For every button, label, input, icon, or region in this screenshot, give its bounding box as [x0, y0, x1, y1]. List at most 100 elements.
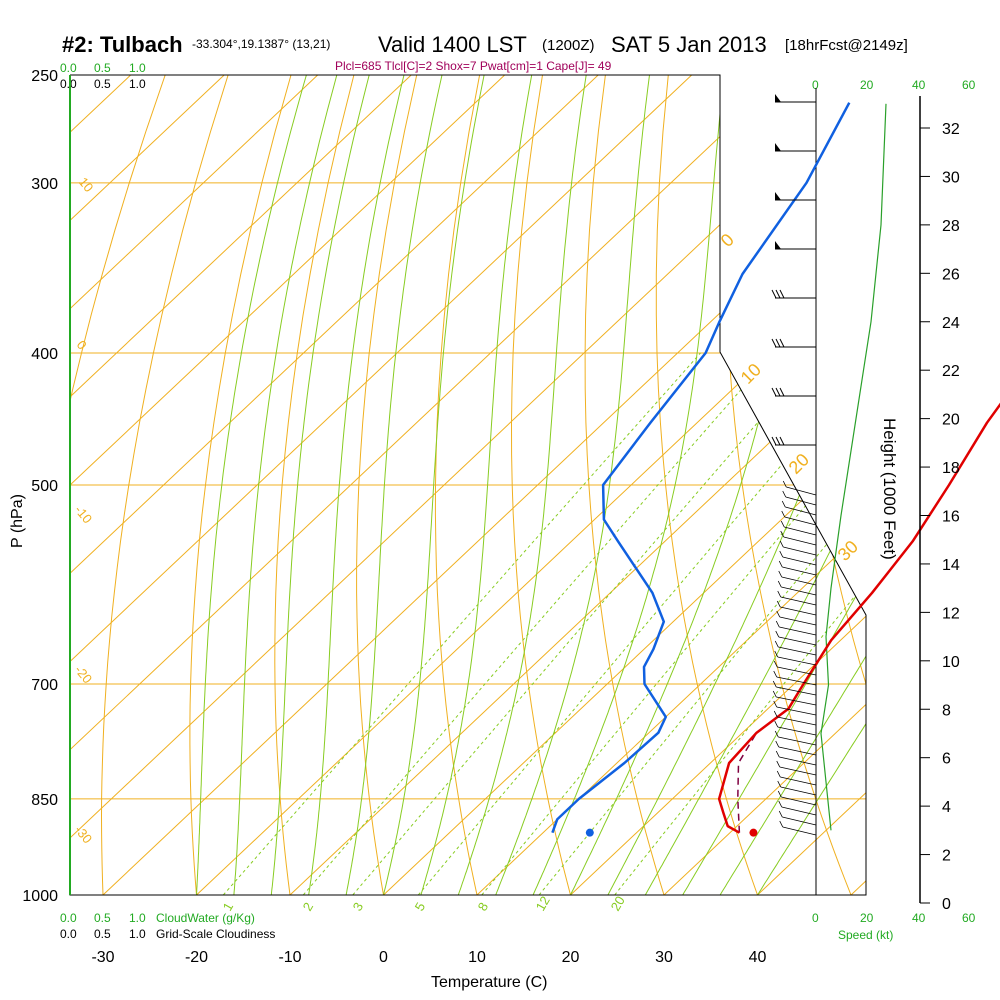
station-coords: -33.304°,19.1387° (13,21) [192, 37, 330, 51]
wind-barb-staff [781, 576, 817, 586]
temperature-tick-label: 10 [468, 949, 486, 966]
wind-barb-pennant [775, 192, 781, 200]
isotherm-line [850, 75, 866, 895]
wind-barb-flag [775, 338, 781, 348]
height-tick-label: 18 [942, 460, 960, 477]
isotherm-line [70, 75, 412, 895]
wind-barb-staff [784, 516, 817, 526]
wind-barb-staff [777, 716, 817, 726]
wind-barb-flag [776, 770, 781, 778]
isotherm-line [663, 75, 866, 895]
moist-adiabat-line [420, 75, 533, 895]
wind-barb-flag [779, 540, 784, 548]
moist-adiabat-line [270, 75, 370, 895]
wind-barb-flag [775, 740, 780, 748]
mixing-ratio-label: 2 [300, 900, 317, 914]
wind-barb-staff [781, 796, 817, 806]
wind-barb-flag [773, 660, 778, 668]
wind-barb-staff [778, 646, 817, 656]
isotherm-line [70, 75, 319, 895]
moist-adiabat-line [644, 75, 866, 895]
mixing-ratio-label: 12 [533, 893, 553, 913]
height-tick-label: 4 [942, 799, 951, 816]
moist-adiabat-line [383, 75, 485, 895]
cloud-tick: 1.0 [129, 911, 146, 925]
pressure-tick-label: 850 [31, 792, 58, 809]
wind-barb-staff [779, 766, 817, 776]
wind-barb-staff [778, 746, 817, 756]
cloud-tick: 0.0 [60, 927, 77, 941]
wind-barb-flag [775, 620, 780, 628]
wind-barbs [771, 94, 817, 836]
wind-barb-flag [778, 560, 783, 568]
cloud-scale-bottom: 0.0 0.5 1.0 CloudWater (g/Kg) 0.0 0.5 1.… [60, 911, 275, 941]
temperature-tick-label: 20 [562, 949, 580, 966]
wind-barb-staff [776, 686, 817, 696]
wind-barb-flag [778, 800, 783, 808]
wind-barb-flag [779, 289, 785, 299]
wind-barb-flag [782, 480, 787, 488]
wind-barb-flag [780, 530, 785, 538]
cloud-tick: 0.5 [94, 911, 111, 925]
pressure-tick-label: 500 [31, 478, 58, 495]
dry-adiabat-line [274, 75, 355, 895]
moist-adiabat-line [308, 75, 405, 895]
height-tick-label: 14 [942, 557, 960, 574]
mixing-ratio-line [417, 352, 866, 895]
wind-barb-flag [779, 820, 784, 828]
speed-scale: 0 20 40 60 0 20 40 60 Speed (kt) [812, 78, 976, 942]
wind-barb-flag [773, 710, 778, 718]
dry-adiabat-line [791, 75, 866, 895]
mixing-ratio-label: 5 [412, 900, 429, 914]
y-axis-title: P (hPa) [9, 494, 26, 548]
mixing-ratio-label: 3 [350, 900, 367, 914]
temperature-tick-label: -20 [185, 949, 208, 966]
moist-adiabat-line [719, 75, 866, 895]
dry-adiabat-label: -20 [72, 662, 96, 686]
wind-barb-flag [781, 500, 786, 508]
wind-barb-flag [778, 570, 783, 578]
wind-barb-staff [783, 546, 817, 556]
stability-indices: Plcl=685 Tlcl[C]=2 Shox=7 Pwat[cm]=1 Cap… [335, 59, 612, 73]
height-tick-label: 6 [942, 751, 951, 768]
mixing-ratio-label: 8 [475, 900, 492, 914]
height-tick-label: 8 [942, 702, 951, 719]
height-tick-label: 30 [942, 169, 960, 186]
parcel-path [737, 732, 758, 833]
wind-barb-staff [782, 556, 817, 566]
wind-barb-staff [779, 616, 817, 626]
wind-barb-flag [779, 550, 784, 558]
wind-barb-flag [778, 810, 783, 818]
wind-barb-staff [786, 486, 817, 496]
sounding-traces [551, 102, 1000, 837]
wind-barb-staff [785, 496, 817, 506]
dry-adiabat-line [655, 75, 758, 895]
temperature-tick-label: 30 [655, 949, 673, 966]
wind-barb-flag [775, 630, 780, 638]
wind-barb-flag [777, 590, 782, 598]
cloud-tick: 0.0 [60, 61, 77, 75]
cloud-tick: 0.5 [94, 77, 111, 91]
surface-temperature-dot [749, 828, 758, 837]
wind-barb-staff [783, 536, 817, 546]
plot-frame [69, 74, 867, 896]
moist-adiabat-line [757, 75, 866, 895]
cloud-tick: 1.0 [129, 77, 146, 91]
speed-tick: 40 [912, 78, 926, 92]
wind-barb-staff [780, 606, 817, 616]
height-tick-label: 24 [942, 315, 960, 332]
wind-barb-flag [777, 790, 782, 798]
wind-barb-staff [777, 666, 817, 676]
pressure-tick-label: 700 [31, 677, 58, 694]
wind-barb-flag [772, 690, 777, 698]
wind-barb-flag [781, 510, 786, 518]
background-lines [70, 75, 866, 895]
wind-barb-staff [780, 596, 817, 606]
wind-barb-flag [774, 650, 779, 658]
dry-adiabat-line [584, 75, 665, 895]
station-title: #2: Tulbach [62, 32, 183, 57]
height-tick-label: 26 [942, 266, 960, 283]
moist-adiabat-line [495, 75, 650, 895]
